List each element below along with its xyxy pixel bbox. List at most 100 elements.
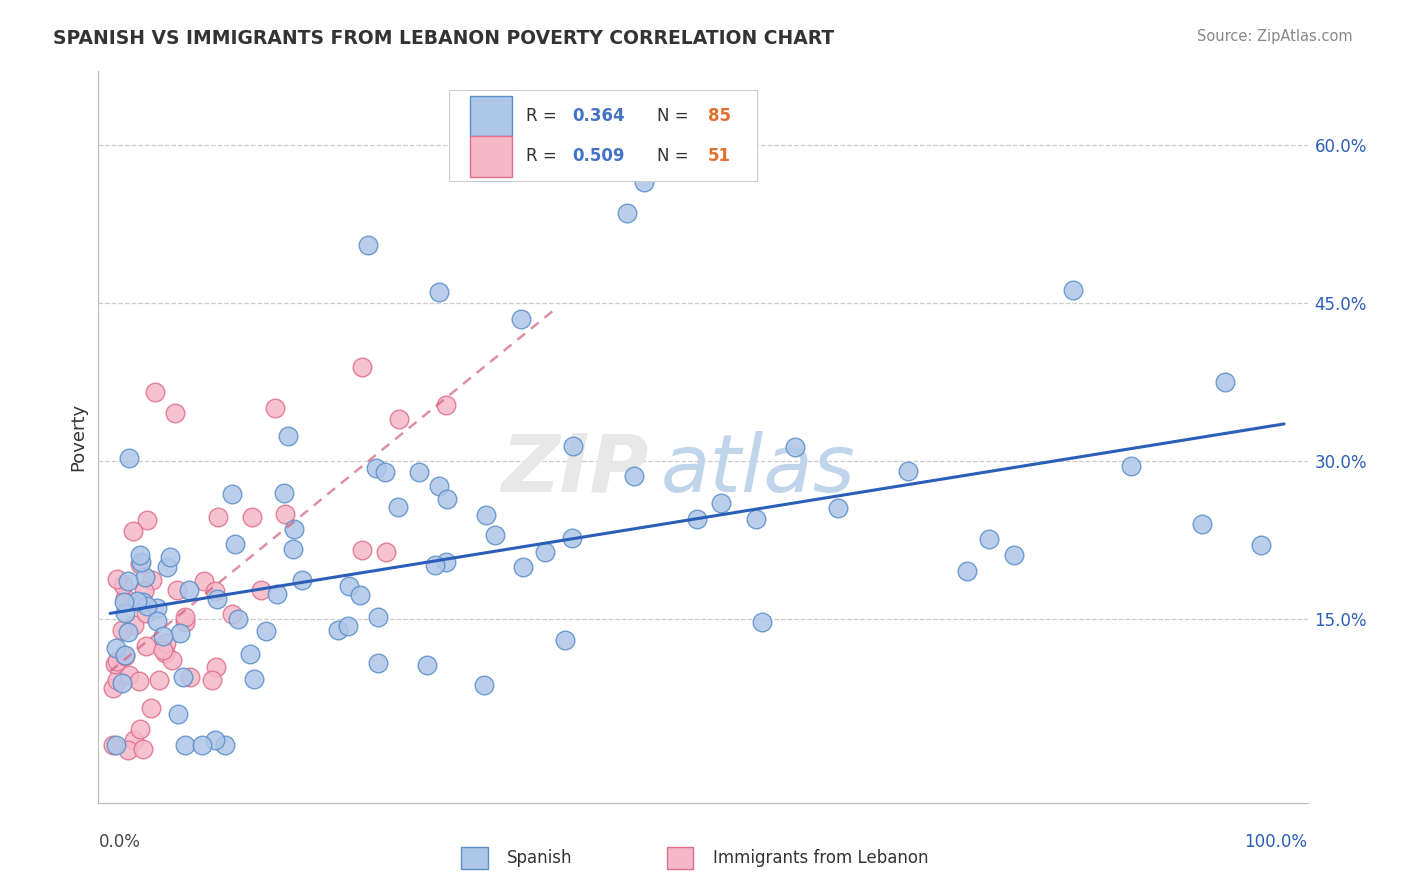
Point xyxy=(173,738,195,752)
Point xyxy=(242,672,264,686)
Point xyxy=(956,564,979,578)
Point xyxy=(128,673,150,688)
Point xyxy=(434,398,457,412)
Text: 85: 85 xyxy=(707,107,731,125)
Point xyxy=(121,524,143,538)
Point xyxy=(114,591,136,606)
Point xyxy=(1250,538,1272,552)
Point xyxy=(166,583,188,598)
Point xyxy=(169,626,191,640)
Point xyxy=(141,573,163,587)
Point xyxy=(129,557,152,571)
Point xyxy=(114,607,136,621)
Point xyxy=(135,599,157,614)
Point xyxy=(512,559,534,574)
Point xyxy=(427,478,450,492)
Point xyxy=(204,732,226,747)
Point xyxy=(423,558,446,573)
Point xyxy=(484,528,506,542)
Point xyxy=(977,533,1000,547)
Point xyxy=(1062,283,1084,297)
Point xyxy=(254,624,277,638)
Point xyxy=(105,572,128,586)
Point xyxy=(134,570,156,584)
Point xyxy=(263,401,285,416)
Point xyxy=(117,624,139,639)
Point xyxy=(111,676,134,690)
Point xyxy=(105,655,128,669)
Point xyxy=(274,507,297,521)
Point xyxy=(204,660,226,674)
Point xyxy=(221,607,243,622)
Point xyxy=(153,646,176,660)
Point xyxy=(166,706,188,721)
Point xyxy=(132,595,155,609)
Point xyxy=(201,673,224,688)
Point xyxy=(122,618,145,632)
Point xyxy=(510,311,533,326)
Point xyxy=(205,592,228,607)
Point xyxy=(128,549,150,563)
Text: 0.509: 0.509 xyxy=(572,147,624,165)
Point xyxy=(224,537,246,551)
Point xyxy=(266,587,288,601)
Point xyxy=(291,573,314,587)
Text: 0.364: 0.364 xyxy=(572,107,626,125)
Point xyxy=(174,615,197,630)
Point xyxy=(633,175,655,189)
Point xyxy=(105,738,128,752)
Point xyxy=(117,668,139,682)
Point xyxy=(152,643,174,657)
Text: Immigrants from Lebanon: Immigrants from Lebanon xyxy=(713,848,928,867)
Point xyxy=(135,606,157,620)
Text: R =: R = xyxy=(526,107,562,125)
Point xyxy=(350,543,373,558)
Point xyxy=(250,583,273,598)
Point xyxy=(114,648,136,662)
Point xyxy=(135,639,157,653)
Point xyxy=(172,670,194,684)
Point xyxy=(326,624,349,638)
Point xyxy=(128,722,150,736)
Text: Spanish: Spanish xyxy=(508,848,572,867)
Point xyxy=(783,440,806,454)
Point xyxy=(434,555,457,569)
Point xyxy=(1191,516,1213,531)
Point xyxy=(897,464,920,478)
Point xyxy=(367,656,389,670)
Point xyxy=(145,614,167,628)
Text: ZIP: ZIP xyxy=(501,431,648,509)
Text: 51: 51 xyxy=(707,147,731,165)
Point xyxy=(101,681,124,696)
Point xyxy=(436,492,458,507)
Point xyxy=(114,648,136,663)
Point xyxy=(1002,549,1025,563)
Text: 0.0%: 0.0% xyxy=(98,833,141,851)
Point xyxy=(204,583,226,598)
Point xyxy=(1121,458,1143,473)
Point xyxy=(155,635,177,649)
Point xyxy=(112,595,135,609)
Point xyxy=(156,560,179,574)
Point xyxy=(129,555,152,569)
Point xyxy=(191,738,214,752)
Point xyxy=(475,508,498,523)
Point xyxy=(281,542,304,557)
Point xyxy=(1215,375,1237,389)
Point xyxy=(105,673,128,687)
Point xyxy=(827,501,849,516)
Point xyxy=(105,640,128,655)
Point xyxy=(179,670,201,684)
Point xyxy=(143,385,166,400)
Point xyxy=(134,584,156,599)
Point xyxy=(745,511,768,525)
Point xyxy=(283,523,305,537)
Point xyxy=(160,653,183,667)
Point xyxy=(533,545,555,559)
Point xyxy=(214,738,236,752)
Point xyxy=(352,359,374,374)
Point xyxy=(367,610,389,624)
Point xyxy=(226,612,249,626)
Point xyxy=(159,550,181,565)
Point xyxy=(276,429,298,443)
